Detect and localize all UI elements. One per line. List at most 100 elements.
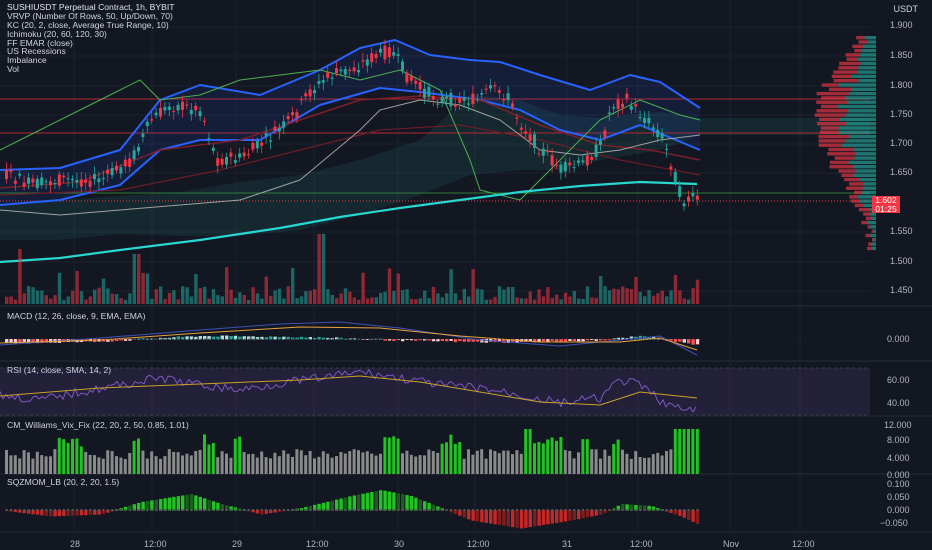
macd-histogram-bar [603,339,607,341]
vix-fix-bar [669,449,673,474]
volume-bar [18,249,22,304]
vix-fix-bar [220,451,224,474]
sqz-momentum-bar [568,510,572,521]
candle-body [339,69,343,72]
candle-body [295,112,299,119]
time-label: 12:00 [467,539,490,549]
sqz-dot [49,509,52,511]
sqz-dot [577,509,580,511]
sqz-momentum-bar [506,510,510,527]
sqz-momentum-bar [22,510,26,514]
candle-body [638,116,642,118]
price-tick: 1.700 [890,138,913,148]
candle-body [361,60,365,62]
macd-histogram-bar [291,337,295,340]
volume-bar [629,289,634,304]
sqz-dot [115,509,118,511]
volume-profile-bar [850,199,860,203]
rsi-label[interactable]: RSI (14, close, SMA, 14, 2) [7,365,112,375]
vix-fix-label[interactable]: CM_Williams_Vix_Fix (22, 20, 2, 50, 0.85… [7,420,189,430]
candle-body [141,133,145,137]
vix-fix-bar [445,442,448,474]
sqz-dot [93,509,96,511]
volume-bar [5,296,9,304]
sqzmom-label[interactable]: SQZMOM_LB (20, 2, 20, 1.5) [7,477,120,487]
macd-histogram-bar [387,339,392,341]
vix-fix-bar [484,458,488,474]
vix-fix-bar [185,453,189,474]
candle-body [379,48,382,53]
volume-bar [515,297,519,304]
macd-histogram-bar [339,337,343,340]
candle-body [53,183,57,185]
sqz-dot [568,509,571,511]
vix-fix-bar [678,429,682,474]
volume-profile-bar [854,203,864,208]
indicator-ichimoku[interactable]: Ichimoku (20, 60, 120, 30) [7,28,107,39]
sqz-momentum-bar [225,505,229,511]
candle-body [79,179,83,187]
indicator-imbalance[interactable]: Imbalance [7,55,47,66]
candle-body [238,153,242,158]
macd-histogram-bar [225,335,229,340]
vix-fix-bar [374,455,378,474]
sqz-momentum-bar [585,510,590,518]
macd-histogram-bar [282,336,286,340]
volume-bar [220,296,224,304]
vix-fix-bar [365,451,369,474]
sqz-dot [683,509,686,511]
vix-fix-bar [27,452,30,474]
volume-profile-bar [848,134,876,139]
sqz-momentum-bar [57,510,62,517]
vix-fix-bar [207,444,211,474]
indicator-vrvp[interactable]: VRVP (Number Of Rows, 50, Up/Down, 70) [7,10,173,21]
volume-bar [647,290,651,304]
sqz-dot [604,509,606,511]
sqz-dot [366,509,369,511]
volume-bar [84,299,88,304]
macd-histogram-bar [242,336,246,340]
sqz-momentum-bar [414,497,418,511]
candle-body [691,192,695,197]
indicator-vol[interactable]: Vol [7,64,19,75]
macd-histogram-bar [9,339,13,343]
candle-body [211,147,215,151]
vix-fix-bar [79,446,83,474]
macd-histogram-bar [216,336,220,340]
macd-histogram-bar [581,339,585,342]
vix-fix-bar [572,458,576,474]
macd-histogram-bar [467,339,471,342]
sqz-dot [507,509,510,511]
vix-fix-bar [436,452,440,474]
candle-body [229,152,233,157]
sqz-momentum-bar [673,510,678,515]
indicator-us-recessions[interactable]: US Recessions [7,46,66,57]
vix-fix-bar [643,457,646,474]
volume-bar [431,286,436,304]
macd-label[interactable]: MACD (12, 26, close, 9, EMA, EMA) [7,311,146,321]
sqz-momentum-bar [18,510,22,513]
volume-bar [449,269,453,304]
sqz-momentum-bar [220,504,224,511]
volume-bar [396,273,400,304]
vix-fix-bar [607,455,611,474]
sqz-dot [494,509,496,511]
macd-histogram-bar [172,337,176,340]
candle-body [392,52,396,56]
candle-body [594,144,598,158]
sqz-momentum-bar [159,498,163,511]
vix-fix-bar [687,429,690,474]
volume-profile-bar [829,165,853,169]
macd-histogram-bar [13,339,18,344]
indicator-kc[interactable]: KC (20, 2, close, Average True Range, 10… [7,19,169,30]
indicator-ff-emar[interactable]: FF EMAR (close) [7,37,73,48]
vix-fix-bar [84,451,88,474]
volume-profile-bar [865,216,871,220]
vix-fix-bar [550,437,554,474]
sqz-dot [621,509,624,511]
vix-fix-bar [128,453,132,474]
volume-profile-bar [852,44,863,48]
symbol-title[interactable]: SUSHIUSDT Perpetual Contract, 1h, BYBIT [7,2,175,12]
macd-histogram-bar [247,336,251,340]
